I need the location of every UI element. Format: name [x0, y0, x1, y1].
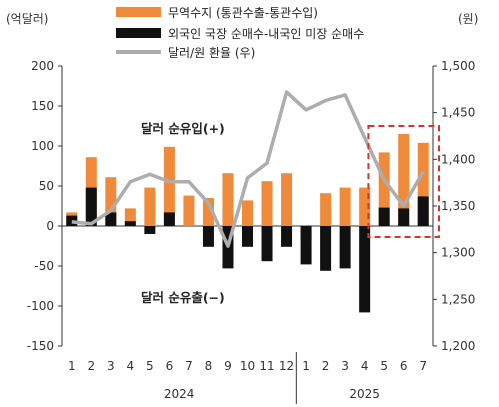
legend: 무역수지 (통관수출-통관수입) 외국인 국장 순매수-내국인 미장 순매수 달… — [116, 6, 364, 60]
left-tick-label: -150 — [27, 339, 54, 353]
x-tick-label: 6 — [166, 359, 174, 373]
right-axis-unit: (원) — [458, 12, 478, 26]
net-flow-bar — [398, 208, 410, 226]
x-tick-label: 1 — [302, 359, 310, 373]
left-tick-label: 100 — [31, 139, 54, 153]
x-tick-label: 1 — [68, 359, 76, 373]
x-tick-label: 5 — [146, 359, 154, 373]
net-flow-bar — [242, 226, 253, 247]
x-tick-label: 7 — [419, 359, 427, 373]
net-flow-bar — [66, 215, 78, 226]
net-flow-bar — [261, 226, 273, 262]
legend-swatch-flow — [116, 28, 161, 38]
legend-label-fx: 달러/원 환율 (우) — [168, 46, 255, 60]
x-tick-label: 9 — [224, 359, 232, 373]
net-flow-bar — [163, 212, 175, 226]
trade-balance-bar — [242, 200, 253, 226]
net-flow-bar — [300, 226, 312, 265]
bars — [66, 134, 429, 313]
trade-balance-bar — [163, 146, 175, 226]
x-tick-label: 3 — [107, 359, 115, 373]
x-tick-label: 12 — [279, 359, 294, 373]
trade-balance-bar — [183, 195, 195, 226]
right-tick-label: 1,250 — [441, 292, 475, 306]
highlight-box — [367, 125, 440, 238]
net-flow-bar — [281, 226, 293, 247]
x-tick-label: 8 — [205, 359, 213, 373]
net-flow-bar — [378, 207, 390, 226]
trade-balance-bar — [339, 187, 351, 226]
trade-balance-bar — [202, 198, 214, 226]
annotation-outflow: 달러 순유출(−) — [141, 290, 225, 305]
net-flow-bar — [85, 187, 97, 226]
x-tick-label: 2 — [87, 359, 95, 373]
legend-label-trade: 무역수지 (통관수출-통관수입) — [168, 6, 318, 20]
x-tick-label: 7 — [185, 359, 193, 373]
right-tick-label: 1,350 — [441, 199, 475, 213]
trade-balance-bar — [359, 187, 371, 226]
trade-balance-bar — [261, 181, 273, 226]
fx-line-layer — [71, 90, 425, 248]
trade-balance-bar — [281, 173, 293, 226]
trade-balance-bar — [222, 173, 234, 226]
right-tick-label: 1,500 — [441, 59, 475, 73]
x-tick-label: 10 — [240, 359, 255, 373]
fx-rate-line — [71, 90, 425, 248]
trade-balance-bar — [144, 187, 156, 226]
left-tick-label: 50 — [39, 179, 54, 193]
x-tick-label: 4 — [361, 359, 369, 373]
left-axis-unit: (억달러) — [6, 12, 48, 26]
net-flow-bar — [124, 221, 136, 226]
year-label: 2024 — [164, 387, 195, 401]
trade-balance-bar — [417, 142, 429, 226]
net-flow-bar — [359, 226, 371, 313]
right-tick-label: 1,300 — [441, 246, 475, 260]
net-flow-bar — [417, 196, 429, 226]
legend-swatch-trade — [116, 7, 161, 17]
left-tick-label: 0 — [46, 219, 54, 233]
right-tick-label: 1,400 — [441, 152, 475, 166]
trade-balance-bar — [378, 152, 390, 226]
x-tick-label: 5 — [380, 359, 388, 373]
trade-balance-bar — [105, 177, 117, 226]
left-tick-label: -50 — [34, 259, 54, 273]
x-tick-label: 11 — [259, 359, 274, 373]
axes: -150 -100 -50 0 50 100 150 200 1,200 1,250 1,300 1,… — [27, 59, 476, 353]
legend-label-flow: 외국인 국장 순매수-내국인 미장 순매수 — [168, 27, 364, 41]
right-tick-label: 1,450 — [441, 106, 475, 120]
net-flow-bar — [320, 226, 332, 271]
net-flow-bar — [202, 226, 214, 247]
annotation-inflow: 달러 순유입(+) — [141, 121, 225, 136]
trade-balance-bar — [398, 134, 410, 226]
left-tick-label: 200 — [31, 59, 54, 73]
trade-balance-bar — [124, 208, 136, 226]
left-tick-label: -100 — [27, 299, 54, 313]
left-tick-label: 150 — [31, 99, 54, 113]
x-tick-label: 4 — [127, 359, 135, 373]
net-flow-bar — [144, 226, 156, 234]
trade-balance-bar — [320, 193, 332, 226]
net-flow-bar — [105, 212, 117, 226]
right-tick-label: 1,200 — [441, 339, 475, 353]
year-label: 2025 — [349, 387, 380, 401]
x-tick-label: 2 — [322, 359, 330, 373]
net-flow-bar — [339, 226, 351, 269]
x-tick-label: 3 — [341, 359, 349, 373]
x-tick-label: 6 — [400, 359, 408, 373]
